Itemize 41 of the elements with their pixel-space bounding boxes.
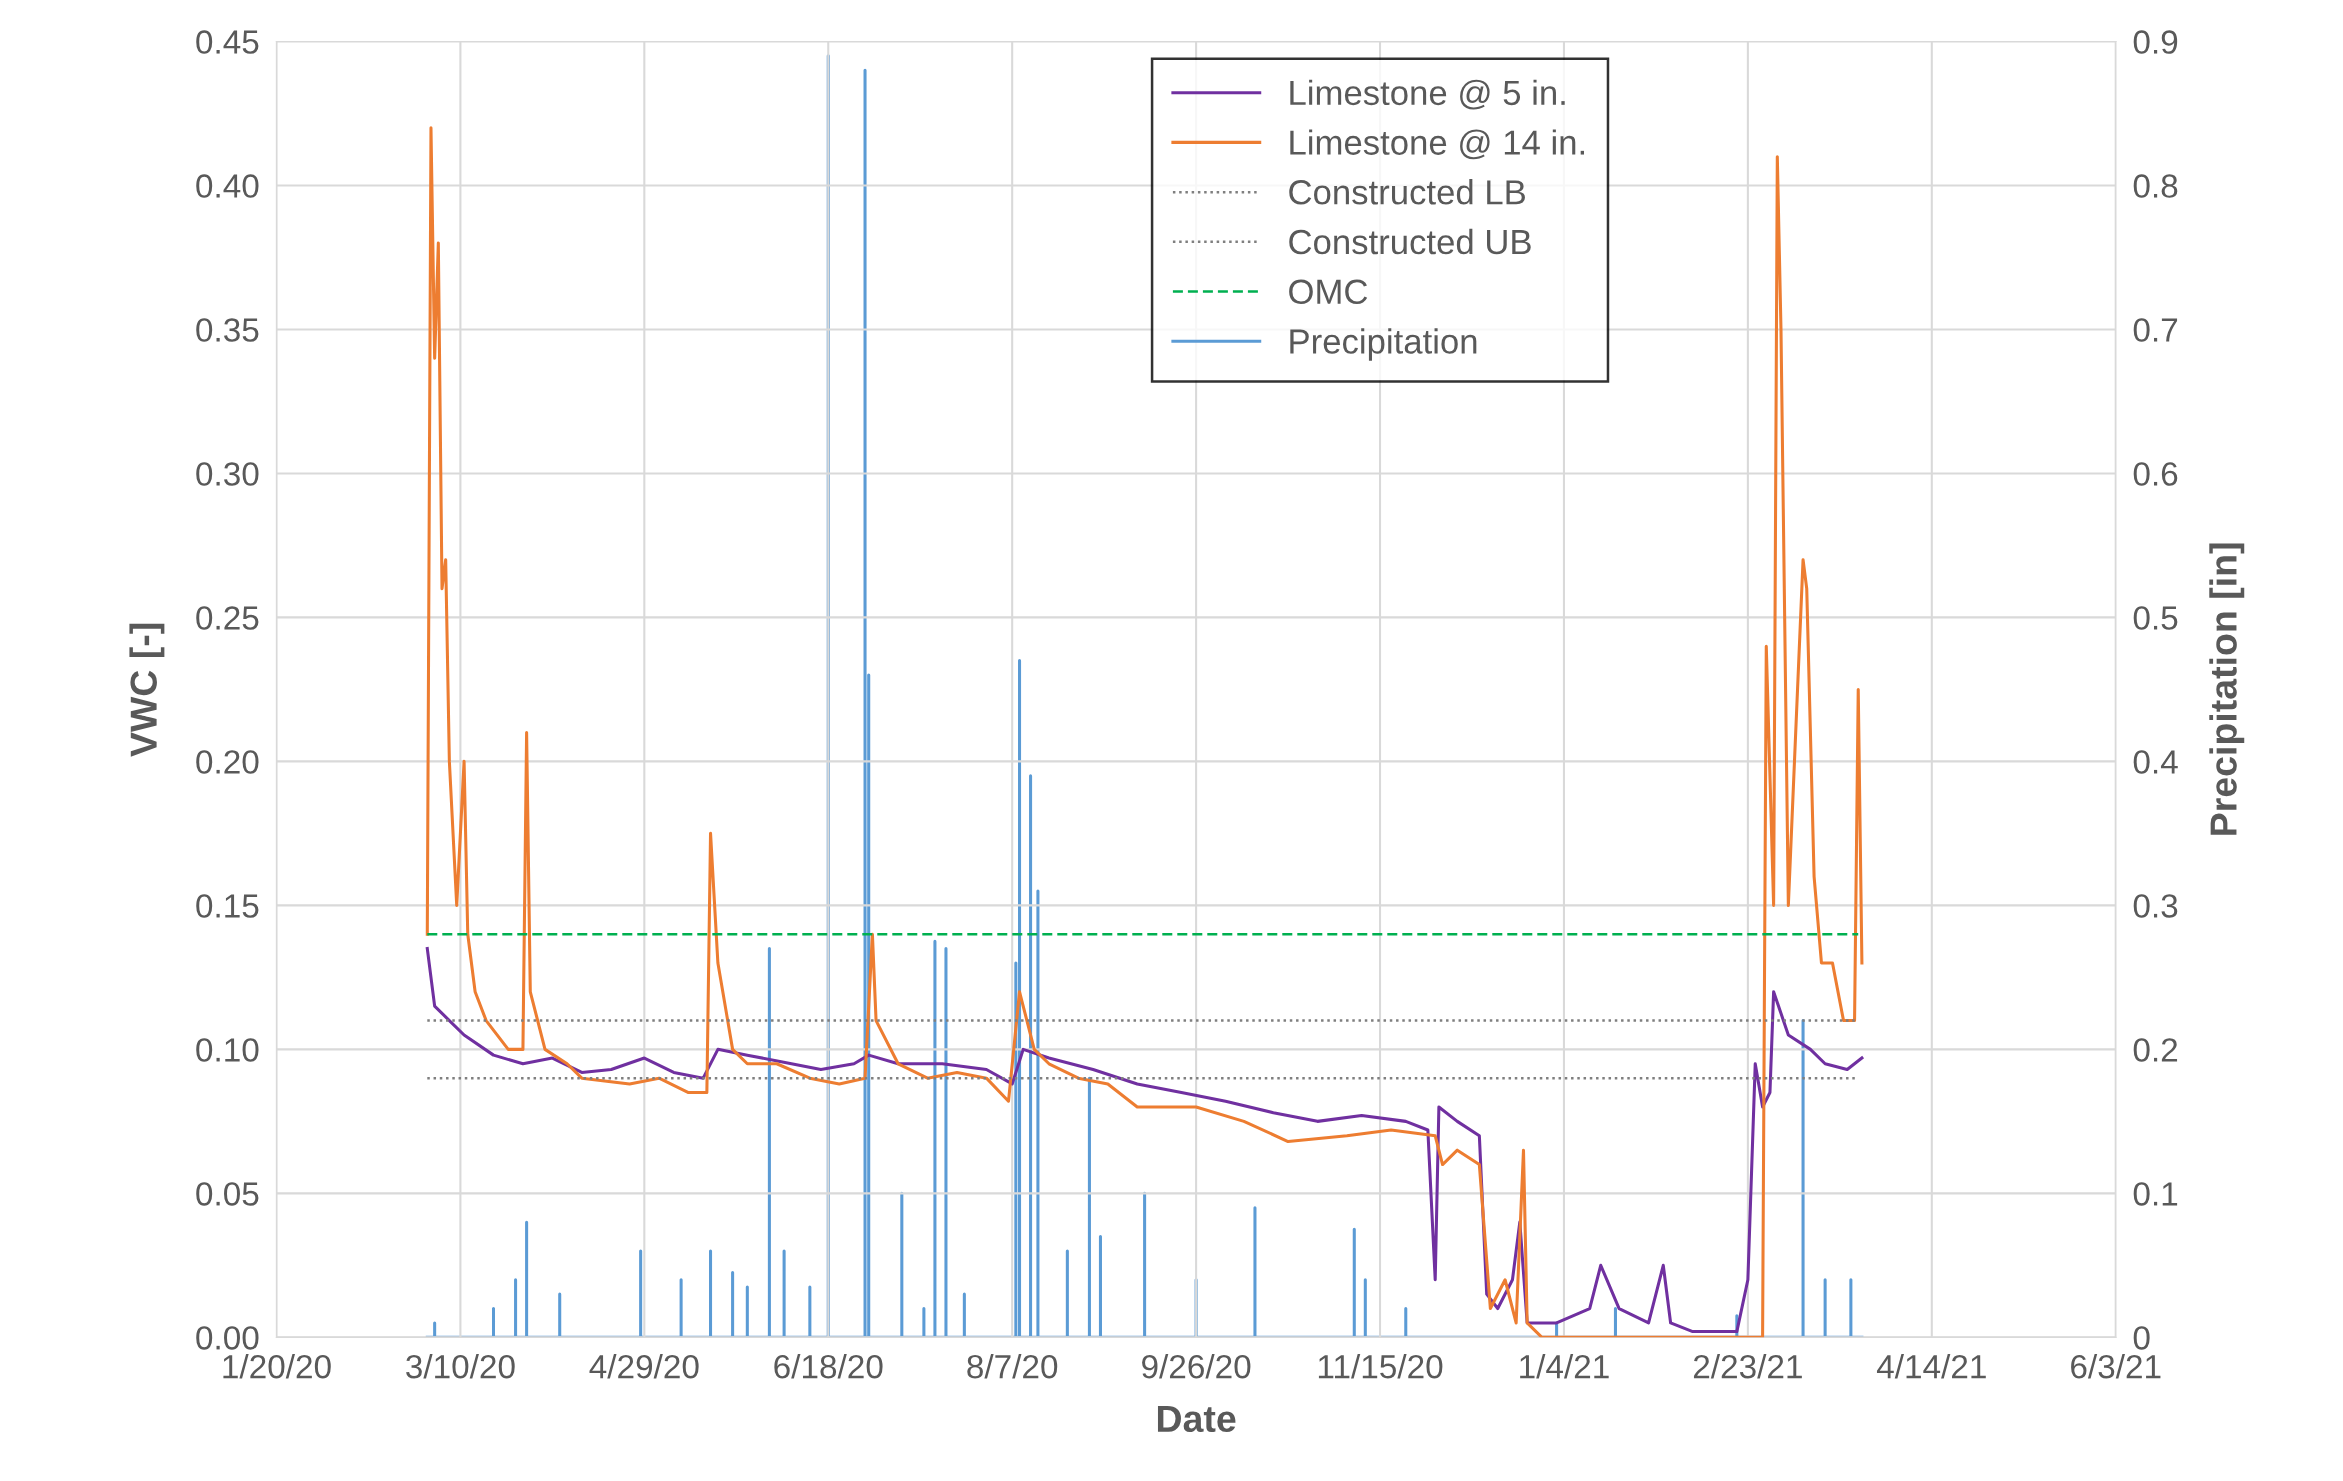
y-tick-label: 0.30 [196, 462, 259, 486]
y2-tick-label: 0.3 [2133, 894, 2178, 918]
legend-label: Precipitation [1290, 328, 1477, 361]
y2-tick-label: 0.5 [2133, 606, 2178, 630]
y-tick-label: 0.05 [196, 1182, 259, 1206]
legend-label: OMC [1289, 279, 1368, 305]
x-tick-label: 3/10/20 [406, 1354, 515, 1379]
x-tick-label: 6/18/20 [774, 1354, 883, 1379]
legend-label: Limestone @ 14 in. [1290, 129, 1584, 160]
x-axis-title: Date [1157, 1405, 1236, 1433]
y-tick-label: 0.40 [196, 174, 259, 198]
x-tick-label: 1/20/20 [223, 1354, 331, 1379]
y-tick-label: 0.15 [196, 894, 259, 918]
y-tick-label: 0.25 [196, 606, 259, 630]
y2-tick-label: 0.7 [2133, 318, 2178, 342]
legend-label: Limestone @ 5 in. [1290, 79, 1565, 110]
y-tick-label: 0.20 [196, 750, 259, 774]
y-tick-label: 0.45 [196, 30, 259, 54]
y2-tick-label: 0.8 [2133, 174, 2178, 198]
y2-tick-label: 0.1 [2133, 1182, 2178, 1206]
y2-tick-label: 0.4 [2133, 750, 2178, 774]
x-tick-label: 8/7/20 [967, 1354, 1058, 1379]
y2-tick-label: 0 [2133, 1326, 2150, 1350]
x-tick-label: 11/15/20 [1318, 1354, 1443, 1379]
x-tick-label: 4/29/20 [589, 1354, 699, 1379]
y-tick-label: 0.35 [196, 318, 259, 342]
legend-label: Constructed LB [1289, 179, 1525, 205]
y2-tick-label: 0.2 [2133, 1038, 2178, 1062]
x-tick-label: 2/23/21 [1693, 1354, 1802, 1379]
line-series [425, 947, 1864, 1334]
y-axis-title: VWC [-] [129, 623, 165, 757]
y2-tick-label: 0.9 [2133, 30, 2178, 54]
x-tick-label: 1/4/21 [1520, 1354, 1609, 1379]
x-tick-label: 6/3/21 [2071, 1354, 2161, 1379]
y-tick-label: 0.10 [196, 1038, 259, 1062]
y2-axis-title: Precipitation [in] [2209, 543, 2245, 835]
x-tick-label: 4/14/21 [1876, 1354, 1986, 1379]
legend-label: Constructed UB [1289, 228, 1531, 255]
y2-tick-label: 0.6 [2133, 462, 2178, 486]
x-tick-label: 9/26/20 [1142, 1354, 1251, 1379]
y-tick-label: 0.00 [196, 1326, 259, 1350]
